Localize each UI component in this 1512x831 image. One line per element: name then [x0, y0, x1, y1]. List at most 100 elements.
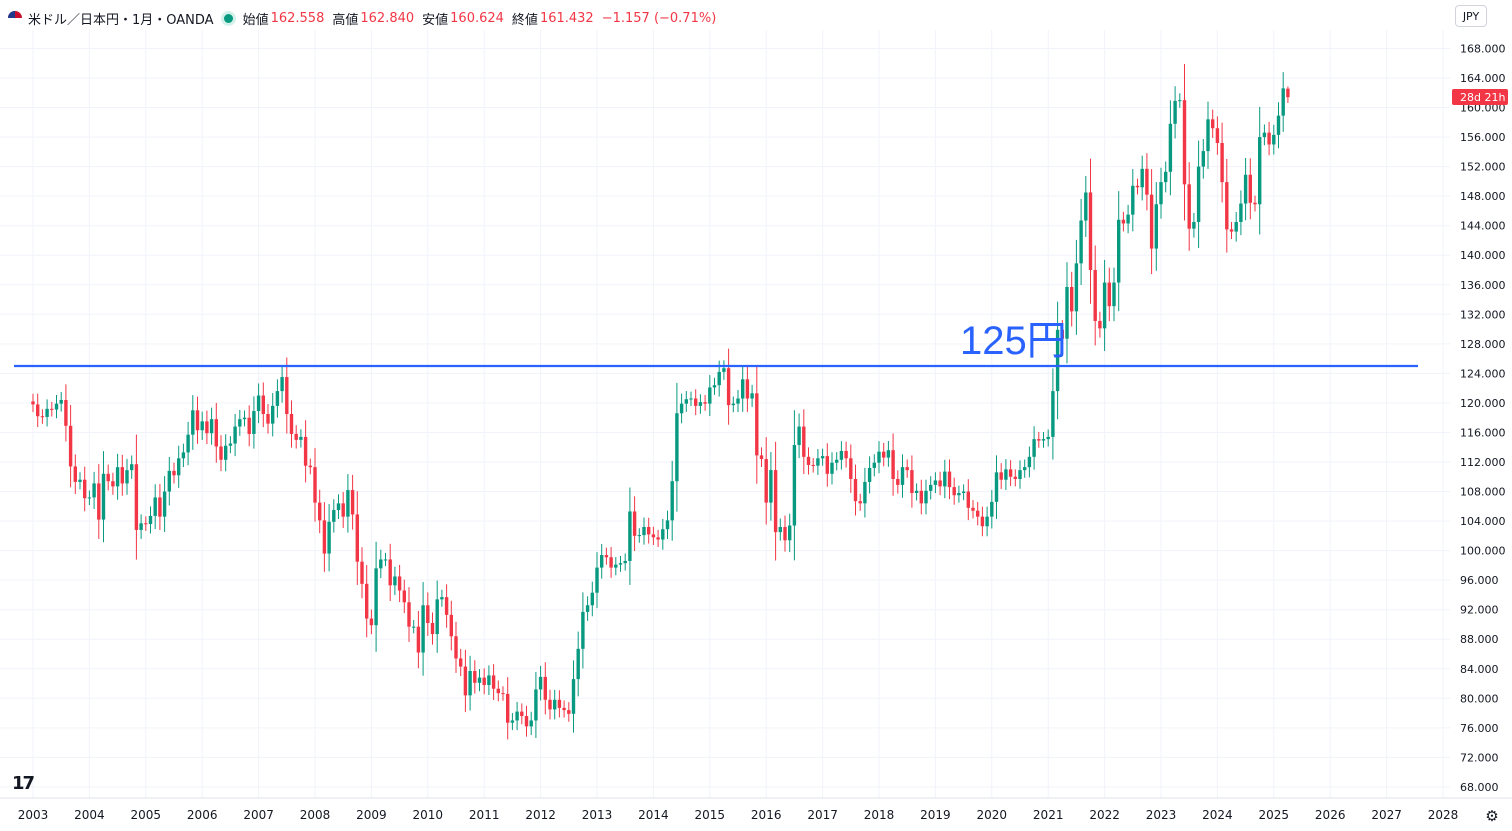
candle[interactable]: [1004, 459, 1008, 490]
candle[interactable]: [1023, 459, 1027, 478]
candle[interactable]: [647, 517, 651, 544]
candle[interactable]: [863, 467, 867, 518]
candle[interactable]: [487, 665, 491, 696]
candle[interactable]: [397, 564, 402, 603]
candle[interactable]: [938, 471, 942, 496]
candle[interactable]: [891, 433, 895, 496]
candle[interactable]: [675, 382, 679, 512]
time-axis[interactable]: 2003 2004 2005 2006 2007 2008 2009 2010 2011 2012…: [0, 797, 1512, 831]
candle[interactable]: [778, 518, 782, 541]
candle[interactable]: [275, 379, 280, 418]
candle[interactable]: [703, 395, 707, 411]
candle[interactable]: [618, 556, 623, 572]
candle[interactable]: [106, 464, 110, 491]
candle[interactable]: [966, 479, 970, 521]
candle[interactable]: [73, 454, 77, 495]
candle[interactable]: [670, 460, 674, 541]
candle[interactable]: [994, 455, 999, 519]
candle[interactable]: [219, 435, 223, 472]
candle[interactable]: [637, 528, 641, 543]
candle[interactable]: [604, 547, 609, 565]
candle[interactable]: [623, 553, 627, 571]
candle[interactable]: [750, 384, 754, 407]
candle[interactable]: [280, 365, 284, 403]
candle[interactable]: [1211, 109, 1215, 138]
candle[interactable]: [233, 413, 237, 457]
candle[interactable]: [444, 584, 449, 628]
candle[interactable]: [1055, 301, 1060, 420]
candle[interactable]: [1187, 162, 1191, 251]
candle[interactable]: [200, 411, 204, 440]
candle[interactable]: [54, 394, 59, 419]
candle[interactable]: [172, 462, 176, 484]
candle[interactable]: [1117, 191, 1121, 312]
candle[interactable]: [1140, 155, 1144, 201]
candle[interactable]: [1253, 195, 1257, 212]
candle[interactable]: [919, 479, 923, 515]
candle[interactable]: [651, 526, 656, 546]
candle[interactable]: [308, 458, 312, 475]
candle[interactable]: [773, 441, 778, 561]
candle[interactable]: [346, 474, 350, 533]
candle[interactable]: [421, 582, 425, 676]
candle[interactable]: [999, 463, 1003, 489]
candle[interactable]: [158, 484, 162, 531]
candle[interactable]: [1046, 429, 1050, 447]
candle[interactable]: [1084, 175, 1088, 237]
candle[interactable]: [835, 452, 839, 471]
candle[interactable]: [355, 491, 359, 585]
candle[interactable]: [327, 504, 331, 572]
candle[interactable]: [430, 612, 435, 645]
candle[interactable]: [689, 391, 693, 407]
candle[interactable]: [529, 711, 533, 736]
candle[interactable]: [543, 662, 547, 715]
currency-unit-button[interactable]: JPY: [1455, 5, 1487, 27]
candle[interactable]: [825, 443, 829, 487]
candle[interactable]: [1008, 460, 1013, 486]
candle[interactable]: [1041, 431, 1046, 448]
candle[interactable]: [943, 459, 947, 499]
candle[interactable]: [534, 671, 538, 738]
candle[interactable]: [195, 396, 200, 444]
candle[interactable]: [1234, 211, 1238, 242]
candle[interactable]: [553, 689, 557, 720]
candle[interactable]: [374, 541, 378, 652]
candle[interactable]: [581, 592, 585, 669]
candle[interactable]: [130, 455, 134, 479]
candle[interactable]: [1135, 178, 1140, 195]
candle[interactable]: [905, 459, 909, 478]
candle[interactable]: [755, 364, 759, 484]
candle[interactable]: [1060, 320, 1064, 349]
candle[interactable]: [111, 472, 115, 495]
candle[interactable]: [162, 476, 167, 533]
candle[interactable]: [1267, 121, 1271, 156]
candle[interactable]: [256, 383, 261, 424]
candle[interactable]: [134, 434, 139, 560]
candle[interactable]: [816, 449, 820, 475]
candle[interactable]: [520, 703, 524, 725]
candle[interactable]: [900, 454, 905, 498]
candle[interactable]: [600, 544, 604, 579]
candle[interactable]: [708, 375, 712, 416]
candle[interactable]: [910, 455, 914, 508]
candle[interactable]: [745, 365, 750, 412]
candle[interactable]: [872, 454, 876, 477]
symbol-title[interactable]: 米ドル／日本円・1月・OANDA: [28, 12, 214, 28]
candle[interactable]: [1220, 122, 1224, 203]
candle[interactable]: [797, 413, 801, 459]
candle[interactable]: [299, 429, 303, 448]
candle[interactable]: [228, 436, 233, 454]
candle[interactable]: [933, 472, 938, 494]
candle[interactable]: [435, 580, 439, 653]
settings-gear-icon[interactable]: ⚙: [1485, 807, 1499, 825]
candle[interactable]: [459, 648, 463, 677]
candle[interactable]: [1258, 106, 1262, 235]
candle[interactable]: [191, 395, 195, 450]
candle[interactable]: [947, 459, 952, 500]
candle[interactable]: [515, 701, 519, 731]
candle[interactable]: [961, 484, 966, 501]
candle[interactable]: [318, 489, 322, 534]
candle[interactable]: [882, 442, 886, 467]
candle[interactable]: [510, 713, 515, 731]
candle[interactable]: [590, 581, 594, 617]
